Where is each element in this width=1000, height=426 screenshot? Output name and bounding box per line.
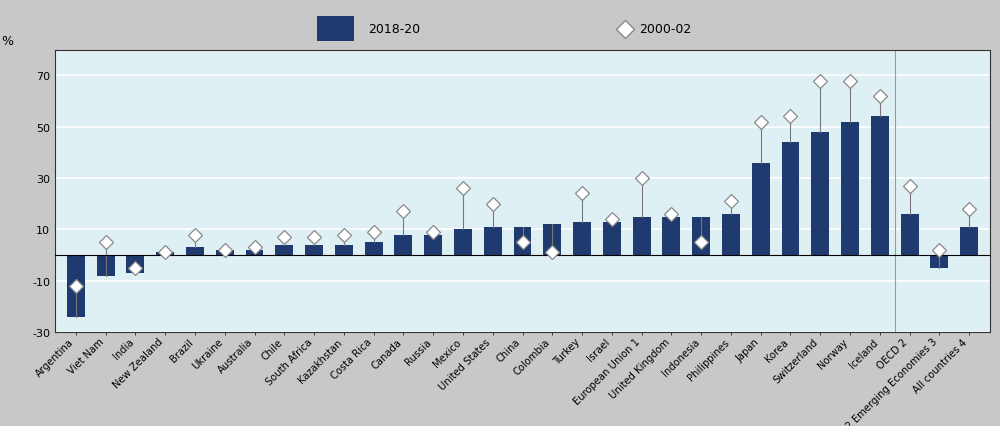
Bar (246, 250, 263, 256)
Bar (216, 250, 234, 256)
Text: 2018-20: 2018-20 (368, 23, 420, 36)
Bar (662, 217, 680, 256)
Bar (365, 243, 383, 256)
Bar (841, 122, 859, 256)
Bar (514, 227, 531, 256)
Bar (930, 256, 948, 268)
Bar (126, 256, 144, 273)
Bar (603, 222, 621, 256)
Bar (573, 222, 591, 256)
Bar (454, 230, 472, 256)
Bar (67, 256, 85, 317)
Bar (305, 245, 323, 256)
Bar (156, 253, 174, 256)
Bar (811, 132, 829, 256)
Bar (692, 217, 710, 256)
Text: %: % (1, 35, 13, 48)
Bar (394, 235, 412, 256)
Bar (275, 245, 293, 256)
Bar (424, 235, 442, 256)
Bar (633, 217, 651, 256)
Bar (484, 227, 502, 256)
Bar (335, 245, 353, 256)
Bar (722, 214, 740, 256)
Text: 2000-02: 2000-02 (639, 23, 692, 36)
FancyBboxPatch shape (317, 17, 354, 42)
Bar (871, 117, 889, 256)
Bar (97, 256, 115, 276)
Bar (543, 225, 561, 256)
Bar (782, 143, 799, 256)
Bar (186, 248, 204, 256)
Bar (901, 214, 919, 256)
Bar (960, 227, 978, 256)
Bar (752, 163, 770, 256)
